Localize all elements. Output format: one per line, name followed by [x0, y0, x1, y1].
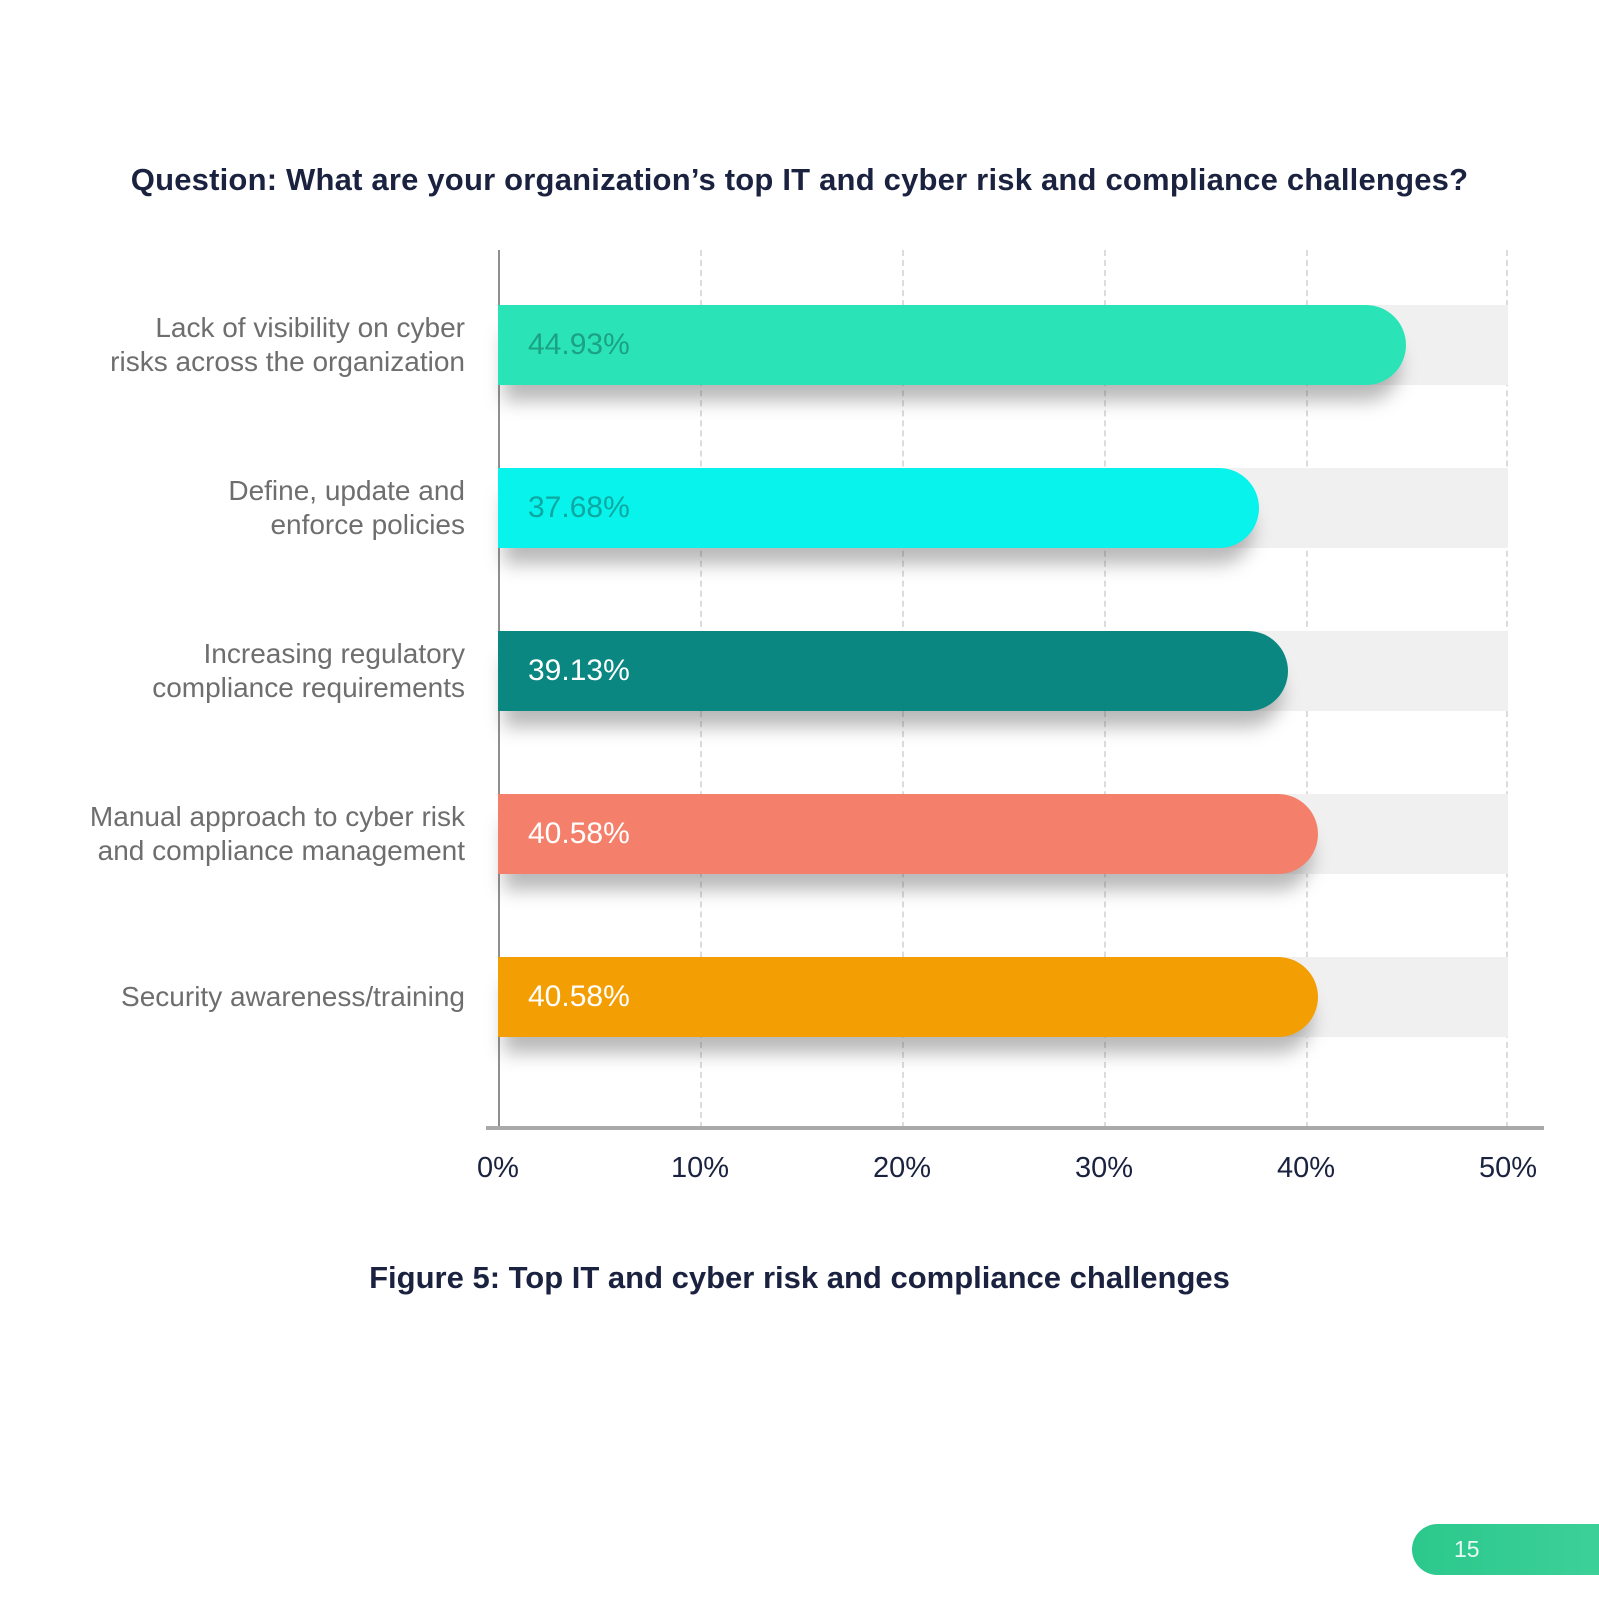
bar: 37.68% [498, 468, 1260, 548]
page-number-badge: 15 [1412, 1524, 1599, 1575]
x-axis-line [486, 1126, 1544, 1130]
category-label: Increasing regulatory compliance require… [152, 637, 465, 703]
category-label: Manual approach to cyber risk and compli… [89, 800, 465, 866]
bar-value-label: 40.58% [528, 980, 630, 1013]
bar-value-label: 39.13% [528, 654, 630, 687]
x-axis-tick-label: 0% [477, 1152, 519, 1184]
bar: 40.58% [498, 794, 1318, 874]
bar-row: 40.58% [498, 957, 1508, 1037]
x-axis-tick-label: 40% [1276, 1152, 1336, 1184]
bar: 40.58% [498, 957, 1318, 1037]
x-axis-tick-label: 20% [872, 1152, 932, 1184]
x-axis-tick-label: 10% [670, 1152, 730, 1184]
bar-row: 39.13% [498, 631, 1508, 711]
x-axis-tick-label: 50% [1478, 1152, 1538, 1184]
bar-row: 40.58% [498, 794, 1508, 874]
bar: 44.93% [498, 305, 1406, 385]
category-label: Security awareness/training [121, 980, 465, 1012]
category-label: Lack of visibility on cyber risks across… [110, 311, 465, 377]
category-label: Define, update and enforce policies [228, 474, 465, 540]
bar: 39.13% [498, 631, 1289, 711]
bar-value-label: 37.68% [528, 491, 630, 524]
figure-caption: Figure 5: Top IT and cyber risk and comp… [369, 1260, 1230, 1295]
bar-row: 37.68% [498, 468, 1508, 548]
plot-area: 44.93% 37.68% 39.13% 40.58% 40.58% [498, 250, 1508, 1128]
chart-question-title: Question: What are your organization’s t… [130, 162, 1469, 197]
page-number: 15 [1454, 1536, 1480, 1562]
bar-value-label: 40.58% [528, 817, 630, 850]
bar-value-label: 44.93% [528, 328, 630, 361]
bar-row: 44.93% [498, 305, 1508, 385]
x-axis-tick-label: 30% [1074, 1152, 1134, 1184]
